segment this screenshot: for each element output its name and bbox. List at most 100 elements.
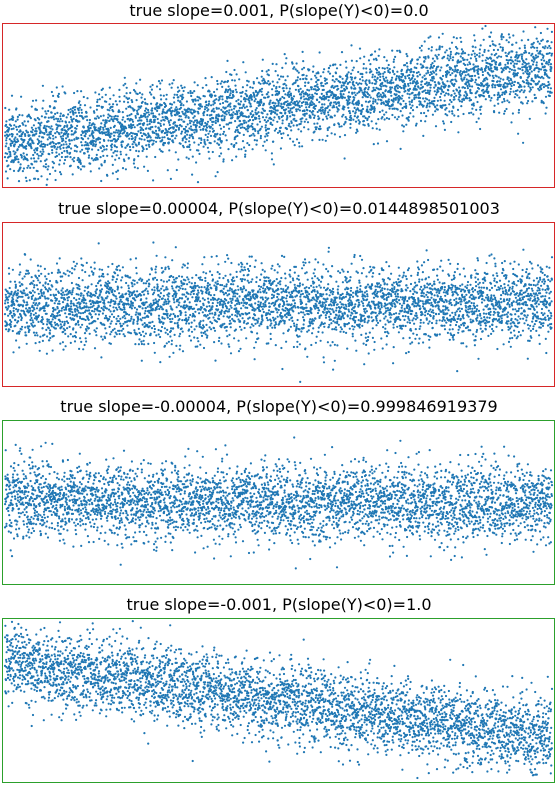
scatter-point bbox=[55, 151, 58, 154]
scatter-point bbox=[423, 60, 426, 63]
scatter-point bbox=[342, 113, 345, 116]
scatter-point bbox=[230, 73, 233, 76]
scatter-point bbox=[68, 139, 71, 142]
scatter-point bbox=[125, 127, 128, 130]
scatter-point bbox=[83, 152, 86, 155]
scatter-point bbox=[325, 115, 328, 118]
scatter-point bbox=[33, 160, 36, 163]
scatter-point bbox=[343, 106, 346, 109]
scatter-point bbox=[102, 126, 105, 129]
scatter-point bbox=[238, 120, 242, 123]
scatter-point bbox=[96, 115, 99, 118]
scatter-point bbox=[371, 107, 374, 110]
scatter-point bbox=[462, 98, 466, 101]
scatter-point bbox=[536, 74, 539, 77]
scatter-point bbox=[286, 114, 289, 118]
scatter-point bbox=[38, 135, 41, 138]
scatter-point bbox=[37, 154, 40, 157]
scatter-point bbox=[98, 93, 101, 96]
scatter-point bbox=[123, 100, 126, 103]
scatter-point bbox=[243, 106, 246, 109]
scatter-point bbox=[495, 66, 498, 69]
scatter-point bbox=[58, 153, 61, 156]
scatter-point bbox=[156, 117, 159, 121]
scatter-point bbox=[461, 72, 464, 75]
scatter-point bbox=[65, 130, 68, 133]
scatter-point bbox=[224, 106, 227, 109]
scatter-point bbox=[37, 157, 40, 160]
scatter-point bbox=[16, 292, 19, 295]
scatter-point bbox=[165, 98, 168, 101]
scatter-point bbox=[126, 114, 129, 117]
scatter-point bbox=[112, 110, 115, 113]
scatter-point bbox=[205, 106, 208, 109]
scatter-point bbox=[279, 126, 282, 129]
scatter-point bbox=[512, 90, 515, 93]
scatter-point bbox=[317, 72, 320, 75]
scatter-point bbox=[390, 81, 393, 85]
scatter-point bbox=[108, 318, 111, 321]
scatter-point bbox=[76, 145, 79, 149]
scatter-point bbox=[367, 88, 370, 91]
scatter-point bbox=[479, 112, 482, 115]
scatter-point bbox=[58, 159, 62, 162]
scatter-point bbox=[180, 84, 183, 87]
scatter-point bbox=[358, 47, 362, 50]
scatter-point bbox=[213, 90, 216, 94]
scatter-point bbox=[133, 290, 136, 293]
scatter-point bbox=[131, 282, 134, 285]
scatter-point bbox=[198, 152, 201, 155]
scatter-point bbox=[353, 115, 356, 118]
scatter-point bbox=[127, 143, 130, 146]
scatter-point bbox=[121, 140, 124, 143]
scatter-point bbox=[341, 96, 345, 99]
scatter-point bbox=[231, 116, 234, 119]
scatter-point bbox=[385, 76, 388, 79]
scatter-point bbox=[289, 94, 293, 97]
scatter-point bbox=[241, 123, 244, 126]
scatter-point bbox=[408, 93, 411, 96]
scatter-point bbox=[530, 46, 533, 49]
scatter-point bbox=[372, 86, 375, 89]
scatter-point bbox=[24, 326, 27, 329]
scatter-point bbox=[391, 113, 394, 117]
scatter-point bbox=[45, 312, 48, 315]
scatter-point bbox=[26, 325, 29, 328]
scatter-point bbox=[534, 76, 537, 79]
scatter-point bbox=[481, 59, 484, 62]
scatter-point bbox=[51, 151, 54, 154]
scatter-point bbox=[538, 80, 541, 83]
scatter-point bbox=[139, 122, 142, 125]
scatter-point bbox=[52, 142, 55, 145]
scatter-point bbox=[458, 100, 461, 103]
scatter-point bbox=[61, 128, 64, 132]
scatter-point bbox=[84, 318, 87, 322]
scatter-point bbox=[56, 281, 59, 284]
scatter-point bbox=[74, 131, 77, 134]
scatter-point bbox=[87, 290, 90, 294]
scatter-point bbox=[62, 114, 65, 117]
scatter-point bbox=[404, 77, 407, 80]
scatter-point bbox=[219, 127, 223, 130]
scatter-point bbox=[206, 139, 209, 142]
scatter-point bbox=[45, 112, 48, 115]
scatter-point bbox=[407, 84, 410, 87]
scatter-point bbox=[462, 50, 465, 53]
scatter-point bbox=[242, 133, 245, 136]
scatter-point bbox=[100, 335, 103, 338]
scatter-point bbox=[530, 83, 533, 86]
scatter-point bbox=[136, 290, 139, 293]
scatter-point bbox=[122, 116, 125, 119]
scatter-point bbox=[43, 267, 47, 270]
scatter-point bbox=[144, 116, 147, 119]
scatter-point bbox=[196, 120, 199, 123]
scatter-point bbox=[422, 134, 425, 137]
scatter-point bbox=[299, 122, 302, 125]
scatter-point bbox=[136, 124, 139, 127]
scatter-point bbox=[20, 316, 23, 320]
scatter-point bbox=[220, 140, 223, 143]
scatter-point bbox=[356, 115, 359, 118]
scatter-point bbox=[10, 292, 13, 296]
scatter-point bbox=[33, 284, 36, 287]
scatter-point bbox=[446, 57, 449, 60]
